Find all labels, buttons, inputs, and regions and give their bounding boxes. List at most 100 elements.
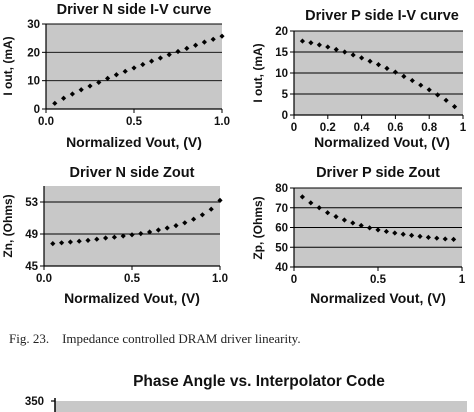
data-point — [219, 33, 225, 39]
y-tick-label: 45 — [25, 261, 38, 273]
data-point — [111, 234, 117, 240]
chart-title: Phase Angle vs. Interpolator Code — [133, 373, 385, 390]
data-point — [175, 48, 181, 55]
data-point — [409, 77, 415, 84]
figure-caption: Fig. 23. Impedance controlled DRAM drive… — [9, 331, 301, 346]
y-axis-label: Zn, (Ohms) — [1, 194, 15, 257]
gridlines — [42, 23, 223, 113]
data-point — [400, 231, 406, 237]
y-tick-labels: 0 10 20 30 — [27, 19, 40, 116]
data-point — [191, 216, 197, 222]
plot-area — [44, 186, 220, 266]
y-tick-label: 20 — [27, 47, 40, 59]
data-point — [147, 229, 153, 235]
chart-title: Driver P side I-V curve — [305, 8, 459, 24]
data-point — [94, 236, 100, 242]
data-point — [341, 217, 347, 223]
data-point — [103, 235, 109, 241]
data-point — [182, 220, 188, 226]
data-point — [113, 72, 119, 78]
data-point — [316, 205, 322, 211]
data-point — [50, 241, 56, 247]
data-point — [308, 40, 314, 46]
data-point — [210, 36, 216, 42]
y-tick-label: 80 — [275, 183, 288, 195]
data-point — [299, 38, 306, 44]
data-point — [193, 42, 199, 48]
y-tick-label: 0 — [282, 110, 288, 122]
y-tick-label: 5 — [282, 89, 289, 101]
data-point — [367, 225, 373, 231]
data-point — [155, 227, 161, 233]
x-tick-label: 0.5 — [126, 116, 143, 128]
x-axis-label: Normalized Vout, (V) — [66, 134, 202, 150]
x-tick-labels: 0 0.2 0.4 0.6 0.8 1 — [291, 122, 467, 134]
y-tick-label: 350 — [25, 396, 44, 408]
data-point — [166, 52, 172, 58]
data-point — [140, 61, 146, 68]
x-tick-labels: 0.0 0.5 1.0 — [38, 116, 230, 128]
y-tick-labels: 40 50 60 70 80 — [275, 183, 288, 274]
chart-title: Driver P side Zout — [316, 165, 440, 181]
data-point — [392, 230, 398, 236]
data-point — [451, 236, 457, 242]
y-tick-label: 20 — [275, 26, 288, 38]
data-points — [52, 33, 225, 106]
data-point — [418, 82, 424, 88]
data-point — [333, 46, 339, 53]
data-point — [350, 220, 356, 226]
data-point — [375, 62, 382, 68]
data-point — [199, 212, 205, 218]
data-point — [87, 83, 93, 89]
data-point — [217, 197, 223, 203]
y-tick-label: 70 — [275, 203, 288, 215]
x-tick-label: 0.5 — [124, 273, 141, 285]
data-point — [383, 228, 389, 235]
chart-title: Driver N side I-V curve — [57, 2, 212, 18]
data-point — [85, 237, 91, 243]
x-tick-label: 1.0 — [214, 116, 230, 128]
x-tick-label: 0.0 — [38, 116, 54, 128]
gridlines — [290, 30, 464, 119]
data-point — [426, 87, 432, 93]
x-axis-label: Normalized Vout, (V) — [310, 290, 446, 306]
data-point — [157, 55, 163, 61]
chart-title: Driver N side Zout — [70, 165, 195, 181]
x-axis-label: Normalized Vout, (V) — [314, 134, 450, 150]
y-axis-label: I out, (mA) — [251, 43, 265, 102]
y-axis-label: I out, (mA) — [1, 36, 15, 95]
data-points — [299, 194, 457, 242]
y-tick-labels: 45 49 53 — [25, 197, 38, 273]
chart-phase-angle: Phase Angle vs. Interpolator Code 350 — [25, 373, 467, 412]
data-point — [333, 214, 339, 220]
data-point — [325, 210, 331, 216]
x-tick-label: 0.0 — [36, 273, 52, 285]
y-tick-label: 10 — [27, 76, 40, 88]
chart-n-side-zout: 45 49 53 0.0 0.5 1.0 Driver N side Zout Norm… — [1, 165, 228, 306]
data-point — [367, 58, 373, 64]
data-point — [342, 49, 348, 55]
gridlines — [290, 187, 463, 271]
data-point — [417, 233, 423, 239]
data-point — [359, 55, 365, 61]
data-point — [149, 58, 155, 64]
data-point — [122, 68, 128, 74]
x-tick-label: 0.4 — [354, 122, 371, 134]
data-point — [131, 65, 137, 71]
data-point — [299, 194, 305, 200]
x-axis-label: Normalized Vout, (V) — [64, 290, 200, 306]
data-point — [443, 97, 449, 103]
data-point — [208, 206, 214, 212]
chart-p-side-iv: 0 5 10 15 20 0 0.2 0.4 0.6 0.8 1 Driver P side I-… — [251, 8, 467, 150]
data-point — [442, 236, 448, 242]
data-point — [375, 227, 381, 233]
x-tick-label: 1.0 — [212, 273, 228, 285]
data-point — [409, 232, 415, 238]
data-point — [358, 222, 364, 229]
data-point — [138, 231, 144, 237]
x-tick-label: 1 — [459, 274, 466, 286]
y-tick-label: 53 — [25, 197, 38, 209]
data-point — [316, 42, 322, 48]
